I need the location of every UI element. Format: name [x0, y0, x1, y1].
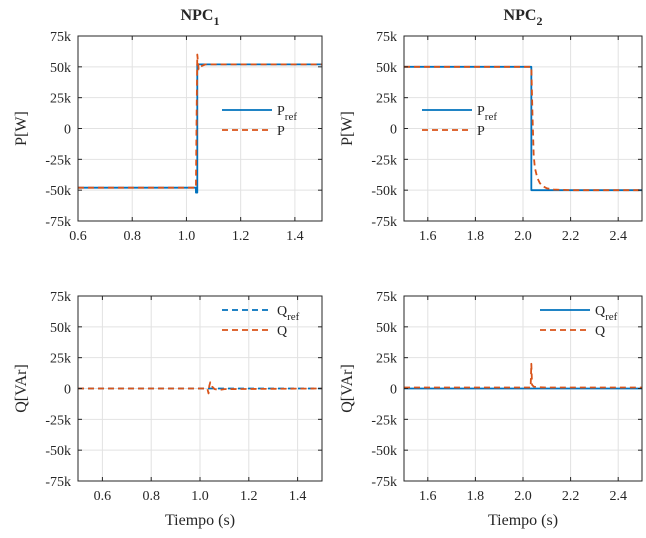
y-tick-label: -25k	[371, 413, 397, 428]
y-axis-label: P[W]	[339, 111, 356, 146]
y-tick-label: 25k	[376, 92, 397, 107]
x-tick-label: 1.4	[286, 229, 304, 244]
x-tick-label: 0.8	[123, 229, 141, 244]
x-tick-label: 0.6	[69, 229, 87, 244]
y-tick-label: -75k	[371, 215, 397, 230]
series-line-p	[404, 65, 642, 192]
x-tick-label: 1.8	[467, 489, 485, 504]
legend-label: Pref	[477, 104, 497, 123]
legend-label: Q	[277, 324, 287, 339]
chart-panel-1: 0.6 0.8 1.0 1.2 1.4 -75k -50k -25k 0 25k 50k 75k P[W…	[13, 7, 323, 244]
y-tick-label: 75k	[50, 30, 71, 45]
legend-label: Q	[595, 324, 605, 339]
y-tick-label: 0	[64, 123, 71, 138]
y-tick-label: 75k	[376, 290, 397, 305]
y-tick-label: 25k	[376, 352, 397, 367]
chart-panel-3: 0.6 0.8 1.0 1.2 1.4 -75k -50k -25k 0 25k 50k 75k Q[V…	[13, 290, 323, 529]
y-tick-label: -75k	[371, 475, 397, 490]
y-tick-label: -75k	[45, 475, 71, 490]
x-tick-label: 1.2	[240, 489, 258, 504]
chart-title: NPC2	[504, 7, 543, 28]
x-tick-label: 2.0	[514, 489, 532, 504]
y-tick-label: -50k	[371, 184, 397, 199]
x-tick-label: 1.4	[289, 489, 307, 504]
legend-label: Qref	[277, 304, 300, 323]
y-tick-label: 50k	[376, 61, 397, 76]
x-tick-label: 1.0	[191, 489, 209, 504]
x-tick-label: 2.4	[609, 489, 627, 504]
y-tick-label: -25k	[45, 153, 71, 168]
series-line-pref	[78, 63, 322, 194]
y-tick-label: 50k	[50, 321, 71, 336]
y-tick-label: 25k	[50, 352, 71, 367]
legend-label: P	[477, 124, 485, 139]
chart-panel-4: 1.6 1.8 2.0 2.2 2.4 -75k -50k -25k 0 25k 50k 75k Q[V…	[339, 290, 643, 529]
y-tick-label: 50k	[50, 61, 71, 76]
series-line-q	[78, 381, 323, 395]
y-tick-label: 75k	[50, 290, 71, 305]
y-tick-label: 25k	[50, 92, 71, 107]
x-tick-label: 0.8	[142, 489, 160, 504]
x-axis-label: Tiempo (s)	[488, 512, 558, 529]
legend-label: Qref	[595, 304, 618, 323]
legend-label: Pref	[277, 104, 297, 123]
y-tick-label: -75k	[45, 215, 71, 230]
series-line-p	[78, 53, 322, 189]
x-tick-label: 1.6	[419, 229, 437, 244]
y-tick-label: -50k	[45, 444, 71, 459]
legend-label: P	[277, 124, 285, 139]
x-tick-label: 0.6	[94, 489, 112, 504]
x-tick-label: 1.8	[467, 229, 485, 244]
x-axis-label: Tiempo (s)	[165, 512, 235, 529]
x-tick-label: 1.2	[232, 229, 250, 244]
x-tick-label: 2.0	[514, 229, 532, 244]
x-tick-label: 2.2	[562, 229, 580, 244]
y-tick-label: 0	[64, 383, 71, 398]
x-tick-label: 2.2	[562, 489, 580, 504]
x-tick-label: 2.4	[609, 229, 627, 244]
y-axis-label: P[W]	[13, 111, 30, 146]
chart-panel-2: 1.6 1.8 2.0 2.2 2.4 -75k -50k -25k 0 25k 50k 75k P[W…	[339, 7, 643, 244]
y-axis-label: Q[VAr]	[13, 364, 30, 413]
y-axis-label: Q[VAr]	[339, 364, 356, 413]
y-tick-label: 0	[390, 383, 397, 398]
y-tick-label: -50k	[45, 184, 71, 199]
x-tick-label: 1.0	[178, 229, 196, 244]
y-tick-label: -50k	[371, 444, 397, 459]
y-tick-label: 0	[390, 123, 397, 138]
y-tick-label: 50k	[376, 321, 397, 336]
y-tick-label: -25k	[45, 413, 71, 428]
chart-title: NPC1	[181, 7, 220, 28]
y-tick-label: -25k	[371, 153, 397, 168]
x-tick-label: 1.6	[419, 489, 437, 504]
series-line-q	[404, 362, 642, 389]
y-tick-label: 75k	[376, 30, 397, 45]
